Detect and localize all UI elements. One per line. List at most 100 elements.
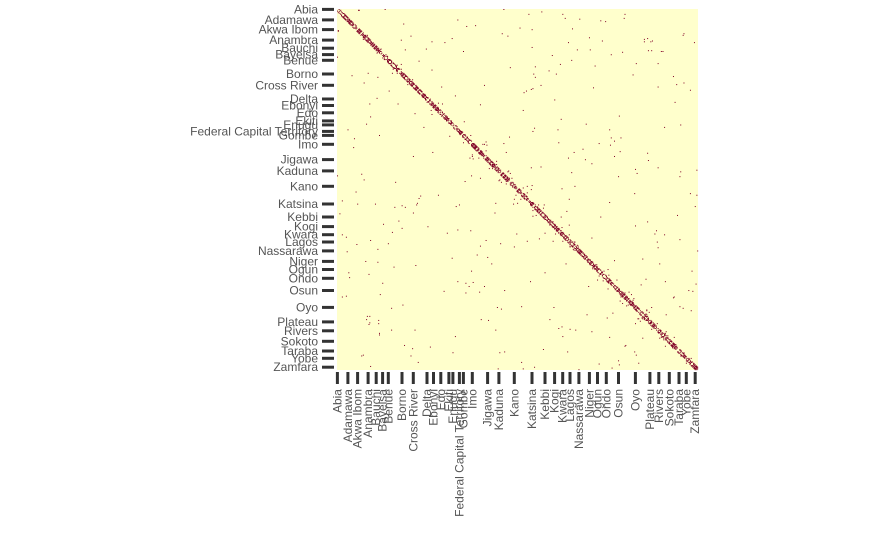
heatmap-cell — [416, 204, 418, 206]
heatmap-cell — [679, 352, 681, 354]
heatmap-cell — [621, 292, 623, 294]
heatmap-cell — [686, 357, 688, 359]
heatmap-cell — [554, 228, 556, 230]
heatmap-cell — [690, 361, 692, 363]
heatmap-cell — [538, 211, 540, 213]
heatmap-cell — [597, 269, 599, 271]
heatmap-cell — [496, 170, 498, 172]
heatmap-cell — [647, 221, 649, 223]
y-tick-label: Zamfara — [273, 360, 318, 374]
heatmap-cell — [481, 151, 483, 153]
heatmap-cell — [557, 228, 559, 230]
heatmap-cell — [573, 244, 575, 246]
heatmap-cell — [562, 13, 564, 15]
heatmap-cell — [455, 206, 457, 208]
heatmap-cell — [384, 59, 386, 61]
x-tick-label: Borno — [395, 389, 409, 421]
heatmap-cell — [479, 104, 481, 106]
heatmap-cell — [483, 143, 485, 145]
heatmap-cell — [652, 322, 654, 324]
x-tick-label: Ogun — [591, 389, 605, 418]
heatmap-cell — [695, 368, 697, 370]
heatmap-cell — [420, 90, 422, 92]
heatmap-cell — [693, 365, 695, 367]
heatmap-cell — [605, 276, 607, 278]
heatmap-cell — [651, 325, 653, 327]
heatmap-cell — [654, 324, 656, 326]
heatmap-cell — [614, 260, 616, 262]
heatmap-cell — [412, 87, 414, 89]
heatmap-cell — [663, 337, 665, 339]
heatmap-cell — [450, 122, 452, 124]
heatmap-cell — [538, 212, 540, 214]
heatmap-cell — [446, 120, 448, 122]
heatmap-cell — [509, 136, 511, 138]
heatmap-cell — [471, 145, 473, 147]
heatmap-cell — [408, 78, 410, 80]
heatmap-cell — [446, 117, 448, 119]
heatmap-cell — [611, 285, 613, 287]
heatmap-cell — [553, 227, 555, 229]
heatmap-cell — [634, 305, 636, 307]
heatmap-cell — [563, 236, 565, 238]
heatmap-cell — [618, 290, 620, 292]
heatmap-cell — [659, 337, 661, 339]
heatmap-cell — [580, 252, 582, 254]
heatmap-cell — [675, 349, 677, 350]
heatmap-cell — [347, 17, 349, 19]
heatmap-cell — [422, 93, 424, 95]
heatmap-cell — [431, 101, 433, 103]
heatmap-cell — [561, 231, 563, 233]
heatmap-cell — [349, 19, 351, 21]
heatmap-cell — [572, 28, 574, 30]
heatmap-cell — [597, 268, 599, 270]
heatmap-cell — [645, 278, 647, 280]
heatmap-cell — [681, 355, 683, 357]
heatmap-cell — [513, 184, 515, 186]
heatmap-cell — [456, 126, 458, 128]
heatmap-cell — [444, 114, 446, 116]
heatmap-cell — [449, 135, 451, 137]
heatmap-cell — [433, 106, 435, 108]
heatmap-cell — [622, 292, 624, 294]
heatmap-cell — [416, 85, 418, 87]
heatmap-cell — [588, 259, 590, 261]
heatmap-cell — [440, 111, 442, 113]
heatmap-cell — [503, 177, 505, 179]
heatmap-cell — [413, 88, 415, 90]
heatmap-cell — [416, 88, 418, 90]
heatmap-cell — [483, 153, 485, 155]
heatmap-cell — [622, 295, 624, 297]
heatmap-cell — [588, 258, 590, 260]
heatmap-cell — [635, 323, 637, 325]
heatmap-cell — [429, 99, 431, 101]
heatmap-cell — [451, 122, 453, 124]
heatmap-cell — [391, 64, 393, 66]
heatmap-cell — [642, 316, 644, 318]
heatmap-cell — [598, 143, 600, 145]
heatmap-cell — [642, 258, 644, 260]
heatmap-cell — [610, 284, 612, 286]
heatmap-cell — [366, 34, 368, 36]
heatmap-cell — [497, 170, 499, 172]
heatmap-cell — [692, 365, 694, 367]
heatmap-cell — [513, 184, 515, 186]
heatmap-cell — [597, 266, 599, 268]
heatmap-cell — [399, 68, 401, 70]
heatmap-cell — [417, 92, 419, 94]
heatmap-cell — [618, 289, 620, 291]
heatmap-cell — [526, 197, 528, 199]
heatmap-cell — [486, 160, 488, 162]
heatmap-cell — [675, 348, 677, 350]
heatmap-cell — [567, 239, 569, 241]
heatmap-cell — [512, 185, 514, 187]
y-tick-label: Sokoto — [281, 334, 319, 348]
heatmap-cell — [540, 213, 542, 215]
heatmap-cell — [626, 296, 628, 298]
heatmap-cell — [451, 257, 453, 259]
heatmap-cell — [473, 147, 475, 149]
heatmap-cell — [618, 291, 620, 293]
heatmap-cell — [496, 169, 498, 171]
heatmap-cell — [443, 290, 445, 292]
heatmap-cell — [596, 269, 598, 271]
